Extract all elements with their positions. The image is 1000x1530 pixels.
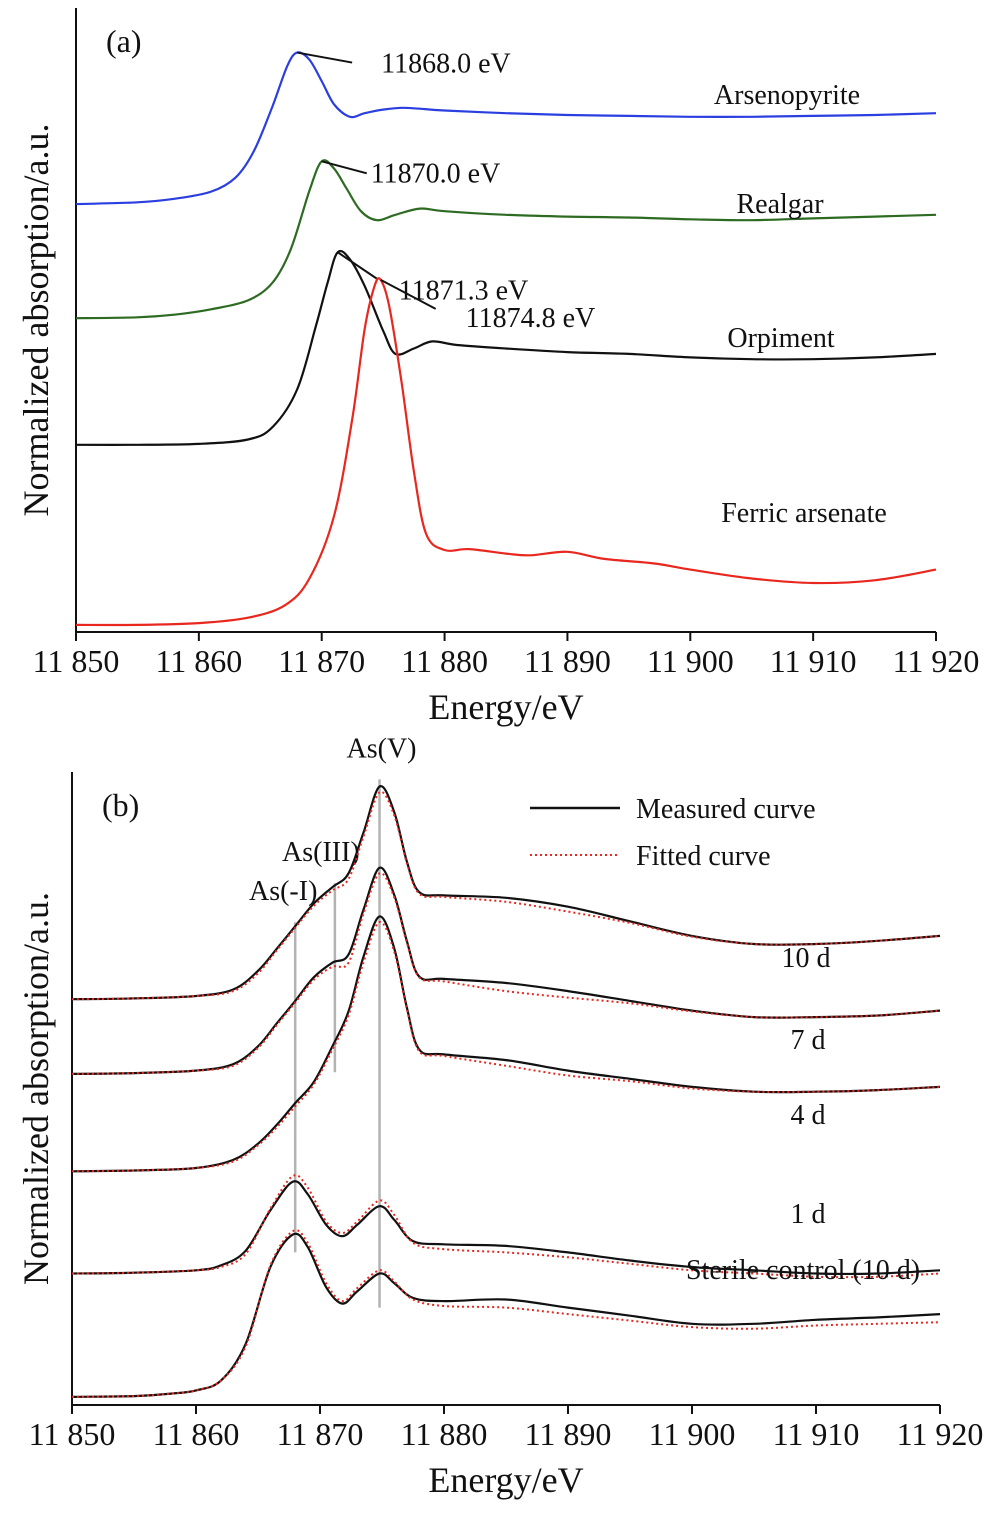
panel-a-peak-label-realgar: 11870.0 eV <box>371 158 501 189</box>
panel-b-series-label-sterile-control-10-d: Sterile control (10 d) <box>686 1255 920 1286</box>
panel-a-x-tick-label-11850: 11 850 <box>33 643 120 679</box>
panel-a-peak-label-arsenopyrite: 11868.0 eV <box>381 49 511 80</box>
panel-a-x-tick-label-11920: 11 920 <box>893 643 980 679</box>
panel-b-reference-label-as-v: As(V) <box>347 733 417 764</box>
panel-b-x-tick-label-11910: 11 910 <box>773 1416 860 1452</box>
panel-a-series-line-realgar <box>75 159 937 320</box>
panel-b-x-tick-label-11920: 11 920 <box>897 1416 984 1452</box>
panel-a-x-tick-label-11900: 11 900 <box>647 643 734 679</box>
panel-a-x-tick-label-11910: 11 910 <box>770 643 857 679</box>
panel-b-legend: Measured curve Fitted curve <box>530 794 816 872</box>
panel-a-series-label-ferric-arsenate: Ferric arsenate <box>721 498 887 529</box>
panel-b-x-tick-label-11850: 11 850 <box>29 1416 116 1452</box>
panel-a-series-label-orpiment: Orpiment <box>727 323 835 354</box>
panel-a-series-label-arsenopyrite: Arsenopyrite <box>714 80 860 111</box>
panel-b-y-axis-title: Normalized absorption/a.u. <box>16 892 56 1285</box>
panel-b-measured-line-1-d <box>71 1180 941 1276</box>
panel-a-x-tick-label-11860: 11 860 <box>155 643 242 679</box>
panel-b-fitted-line-10-d <box>71 790 941 1001</box>
panel-b-reference-label-as-iii: As(III) <box>282 837 360 868</box>
panel-b-panel-letter: (b) <box>102 787 139 823</box>
panel-b-x-tick-label-11870: 11 870 <box>277 1416 364 1452</box>
panel-b-legend-label-fitted-curve: Fitted curve <box>636 841 771 872</box>
panel-a-x-tick-label-11870: 11 870 <box>278 643 365 679</box>
panel-a-peak-leader-arsenopyrite <box>296 51 353 64</box>
panel-a-peak-label-ferric-arsenate: 11874.8 eV <box>466 303 596 334</box>
panel-b-fitted-line-7-d <box>71 872 941 1075</box>
panel-a-series-line-arsenopyrite <box>75 51 937 206</box>
panel-a-chart: 11 850 11 860 11 870 11 880 11 890 11 900 11 9… <box>16 8 979 727</box>
panel-a-panel-letter: (a) <box>106 23 142 59</box>
panel-b-reference-label-as-i: As(-I) <box>249 876 317 907</box>
panel-b-fitted-line-sterile-control-10-d <box>71 1229 941 1398</box>
panel-a-series-label-realgar: Realgar <box>736 189 824 220</box>
panel-a-series-line-ferric-arsenate <box>75 277 937 627</box>
panel-b-x-tick-label-11880: 11 880 <box>401 1416 488 1452</box>
panel-a-x-axis-title: Energy/eV <box>428 687 583 727</box>
panel-a-x-tick-label-11890: 11 890 <box>524 643 611 679</box>
panel-a-y-axis-title: Normalized absorption/a.u. <box>16 124 56 517</box>
panel-a-x-tick-label-11880: 11 880 <box>401 643 488 679</box>
panel-a-series-line-orpiment <box>75 249 937 446</box>
panel-b-x-tick-label-11890: 11 890 <box>525 1416 612 1452</box>
panel-a-peak-leader-realgar <box>321 160 367 175</box>
panel-a-peak-leader-ferric-arsenate <box>380 279 437 310</box>
panel-b-series-label-10-d: 10 d <box>782 943 831 974</box>
panel-b-measured-line-4-d <box>71 915 941 1173</box>
panel-b-series-label-4-d: 4 d <box>791 1100 826 1131</box>
panel-b-series-label-7-d: 7 d <box>791 1025 826 1056</box>
panel-a-peak-leader-orpiment <box>337 251 379 281</box>
panel-b-legend-label-measured-curve: Measured curve <box>636 794 816 825</box>
panel-b-x-axis-title: Energy/eV <box>428 1460 583 1500</box>
panel-b-chart: 11 850 11 860 11 870 11 880 11 890 11 900 11 9… <box>16 733 983 1500</box>
panel-b-x-tick-label-11860: 11 860 <box>153 1416 240 1452</box>
panel-a-peak-label-orpiment: 11871.3 eV <box>399 275 529 306</box>
panel-b-x-tick-label-11900: 11 900 <box>649 1416 736 1452</box>
panel-b-series-label-1-d: 1 d <box>791 1199 826 1230</box>
